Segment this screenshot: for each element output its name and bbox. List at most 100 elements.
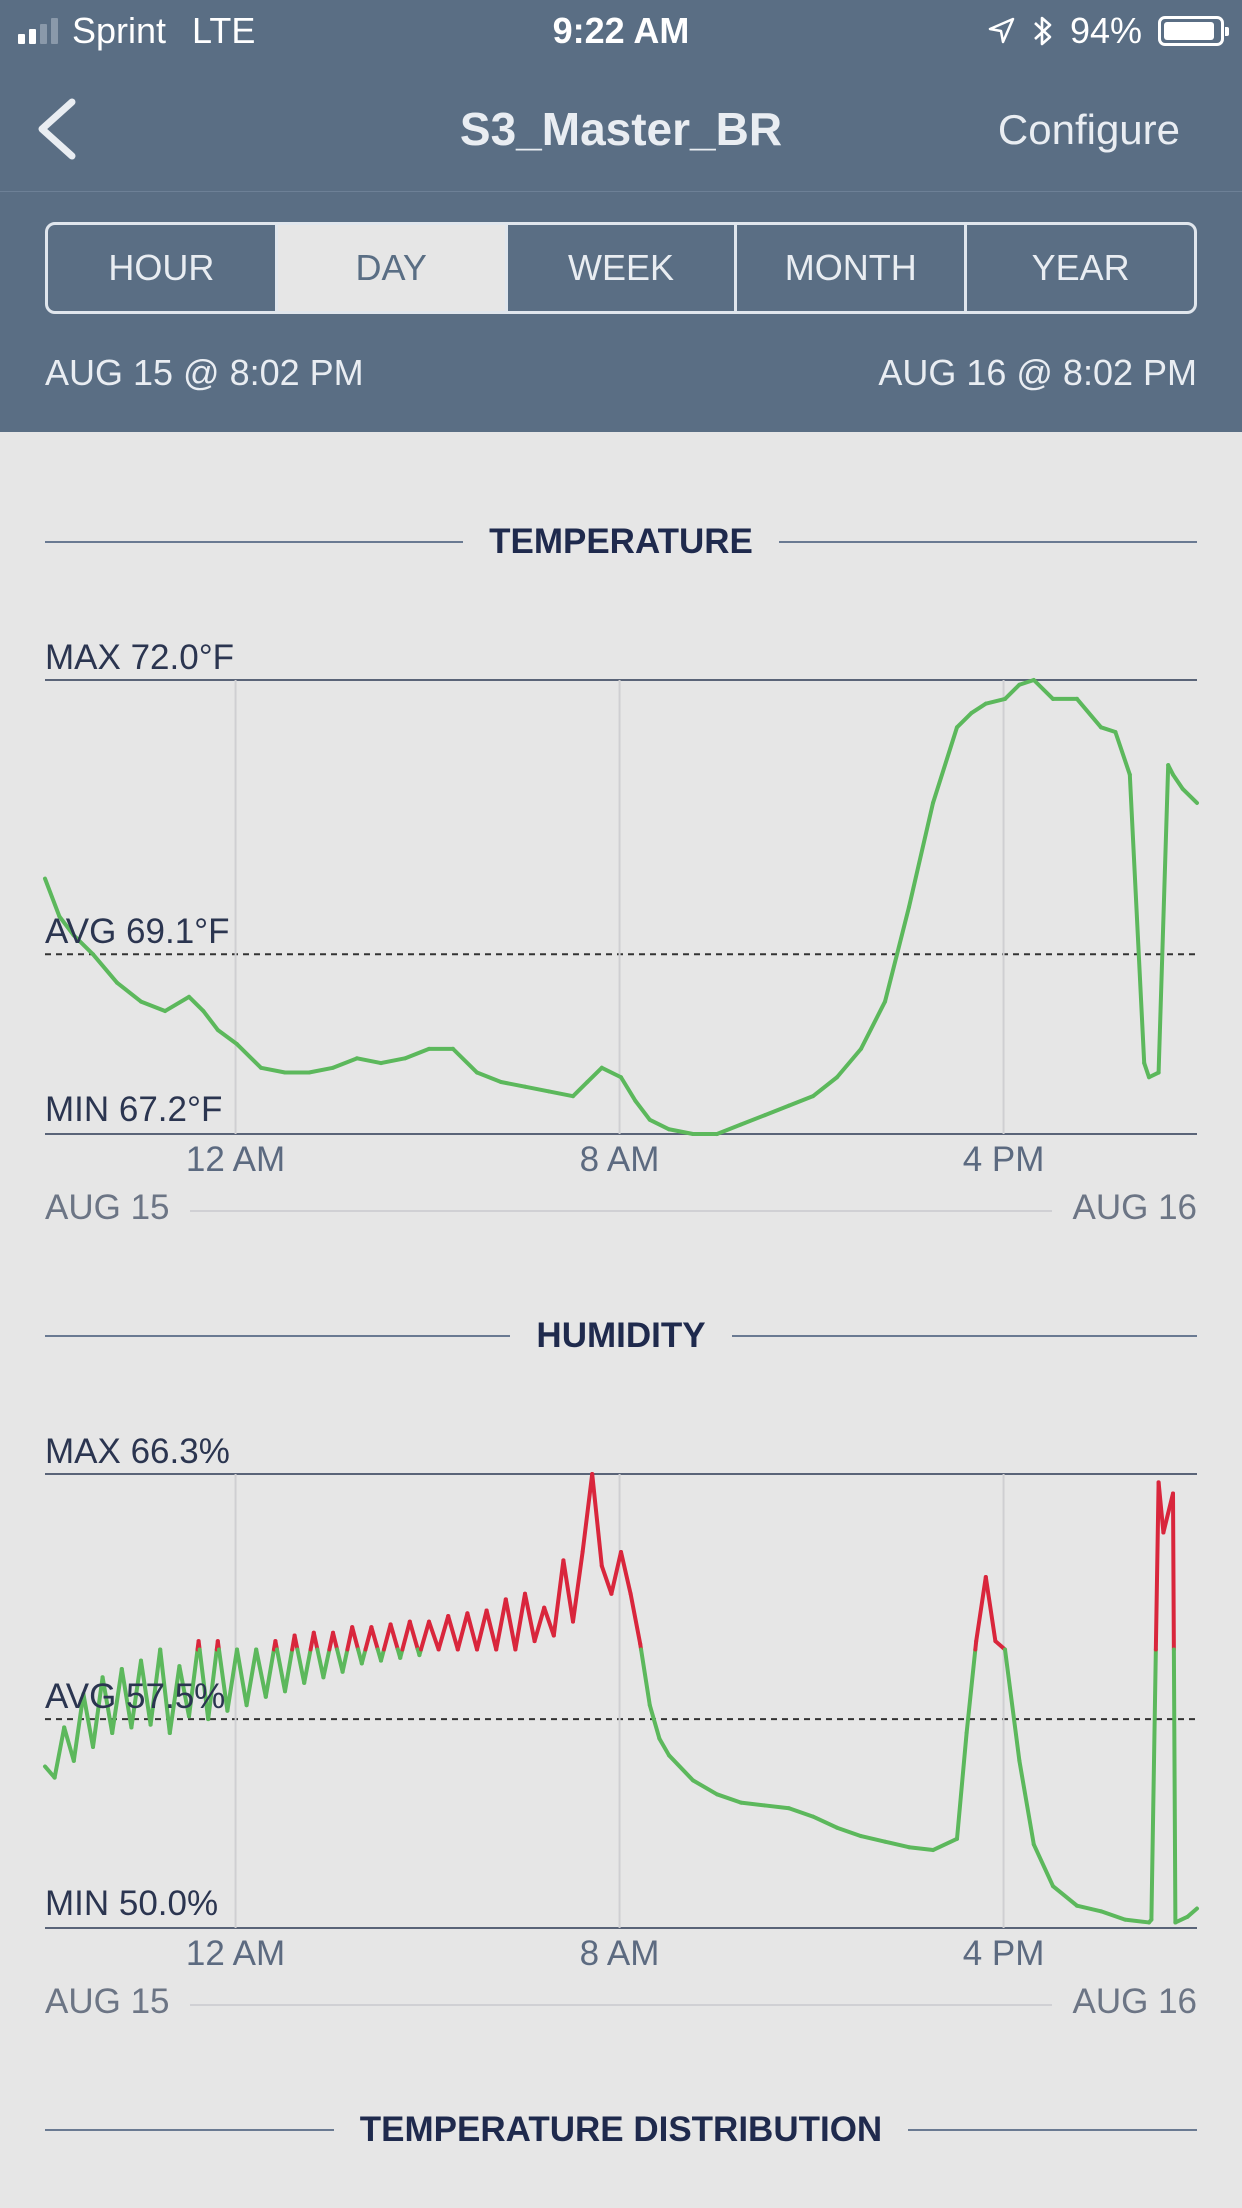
temperature-line-segment xyxy=(931,725,959,805)
temperature-line-segment xyxy=(201,1009,220,1032)
humidity-line-segment xyxy=(225,1647,239,1713)
humidity-line-segment xyxy=(811,1814,839,1830)
temperature-line-segment xyxy=(571,1079,590,1099)
temperature-line-segment xyxy=(907,800,935,909)
temperature-line-segment xyxy=(1156,763,1171,1075)
clock: 9:22 AM xyxy=(552,10,690,51)
humidity-line-segment xyxy=(494,1597,508,1652)
humidity-line-segment xyxy=(532,1605,547,1644)
humidity-line-segment xyxy=(475,1608,489,1652)
humidity-line-segment xyxy=(667,1753,695,1783)
humidity-line-segment xyxy=(331,1630,340,1652)
humidity-line-segment xyxy=(1171,1491,1176,1652)
temperature-line-segment xyxy=(71,933,95,957)
temperature-line-segment xyxy=(1127,772,1147,1066)
humidity-line-segment xyxy=(571,1549,585,1624)
temperature-series xyxy=(43,678,1199,1136)
temperature-line-segment xyxy=(1180,786,1199,805)
humidity-line-segment xyxy=(350,1625,361,1652)
humidity-line-segment xyxy=(993,1639,1007,1652)
temperature-line-segment xyxy=(715,1122,743,1136)
temperature-line-segment xyxy=(883,905,911,1004)
humidity-min-label: MIN 50.0% xyxy=(45,1884,219,1923)
humidity-line-segment xyxy=(964,1647,978,1736)
humidity-avg-label: AVG 57.5% xyxy=(45,1677,226,1717)
temperature-line-segment xyxy=(1003,682,1022,701)
temperature-line-segment xyxy=(633,1098,652,1122)
humidity-line-segment xyxy=(139,1658,153,1727)
range-start: AUG 15 @ 8:02 PM xyxy=(45,352,364,393)
segment-day[interactable]: DAY xyxy=(277,225,508,311)
humidity-line-segment xyxy=(148,1647,163,1727)
humidity-line-segment xyxy=(1031,1842,1055,1889)
humidity-line-segment xyxy=(1153,1480,1161,1652)
temperature-line-segment xyxy=(307,1065,335,1075)
temperature-line-segment xyxy=(1099,725,1118,735)
temperature-date-end: AUG 16 xyxy=(1072,1188,1198,1227)
humidity-line-segment xyxy=(1099,1909,1127,1922)
temperature-line-segment xyxy=(619,1075,638,1103)
temperature-line-segment xyxy=(379,1056,407,1066)
battery-icon xyxy=(1158,16,1229,46)
bluetooth-icon xyxy=(1034,16,1052,46)
humidity-line-segment xyxy=(657,1736,671,1758)
segment-week[interactable]: WEEK xyxy=(508,225,738,311)
humidity-line-segment xyxy=(187,1647,200,1719)
humidity-tick-12am: 12 AM xyxy=(185,1934,286,1973)
humidity-line-segment xyxy=(983,1575,998,1644)
temperature-line-segment xyxy=(43,876,62,919)
humidity-line-segment xyxy=(302,1647,313,1685)
humidity-line-segment xyxy=(340,1647,350,1674)
humidity-line-segment xyxy=(359,1647,368,1666)
humidity-line-segment xyxy=(407,1619,420,1652)
humidity-line-segment xyxy=(381,1622,393,1652)
humidity-line-segment xyxy=(955,1731,969,1841)
temperature-line-segment xyxy=(763,1103,791,1118)
temperature-date-start: AUG 15 xyxy=(45,1188,170,1227)
segment-year[interactable]: YEAR xyxy=(1031,247,1130,288)
configure-button[interactable]: Configure xyxy=(997,106,1180,153)
temperature-line-segment xyxy=(585,1065,604,1084)
segment-hour[interactable]: HOUR xyxy=(48,225,278,311)
carrier-group: Sprint LTE xyxy=(18,10,255,52)
battery-percent: 94% xyxy=(1069,10,1142,51)
humidity-line-segment xyxy=(295,1647,307,1685)
temperature-line-segment xyxy=(523,1084,551,1094)
temperature-line-segment xyxy=(983,696,1007,706)
temperature-line-segment xyxy=(355,1056,383,1066)
temperature-line-segment xyxy=(215,1027,239,1047)
temperature-line-segment xyxy=(647,1117,671,1132)
humidity-chart: MAX 66.3% AVG 57.5% MIN 50.0% 12 AM 8 AM… xyxy=(0,1424,1242,2024)
humidity-line-segment xyxy=(81,1692,95,1749)
humidity-line-segment xyxy=(1003,1647,1022,1763)
page-title: S3_Master_BR xyxy=(459,103,783,155)
temperature-line-segment xyxy=(547,1089,575,1099)
humidity-line-segment xyxy=(321,1647,332,1680)
temperature-max-label: MAX 72.0°F xyxy=(45,638,235,677)
segment-month[interactable]: MONTH xyxy=(737,225,968,311)
temperature-line-segment xyxy=(739,1113,767,1127)
humidity-line-segment xyxy=(907,1845,935,1853)
humidity-line-segment xyxy=(235,1647,249,1708)
humidity-line-segment xyxy=(244,1647,259,1708)
temperature-line-segment xyxy=(1075,696,1103,730)
humidity-line-segment xyxy=(400,1619,412,1652)
chevron-left-icon[interactable] xyxy=(30,94,90,164)
humidity-line-segment xyxy=(283,1647,295,1694)
humidity-tick-8am: 8 AM xyxy=(579,1934,660,1973)
humidity-line-segment xyxy=(503,1597,518,1652)
humidity-date-end: AUG 16 xyxy=(1072,1982,1198,2021)
distribution-heading: TEMPERATURE DISTRIBUTION xyxy=(359,2110,883,2149)
humidity-line-segment xyxy=(609,1549,623,1596)
humidity-line-segment xyxy=(484,1608,499,1652)
humidity-line-segment xyxy=(561,1558,575,1624)
humidity-line-segment xyxy=(455,1611,470,1652)
temperature-line-segment xyxy=(235,1042,263,1070)
temperature-chart: MAX 72.0°F AVG 69.1°F MIN 67.2°F 12 AM 8… xyxy=(0,630,1242,1230)
humidity-line-segment xyxy=(71,1692,86,1763)
temperature-avg-label: AVG 69.1°F xyxy=(45,912,230,952)
humidity-line-segment xyxy=(292,1633,300,1652)
temperature-line-segment xyxy=(1171,772,1185,791)
humidity-line-segment xyxy=(835,1825,863,1839)
humidity-line-segment xyxy=(52,1725,67,1780)
